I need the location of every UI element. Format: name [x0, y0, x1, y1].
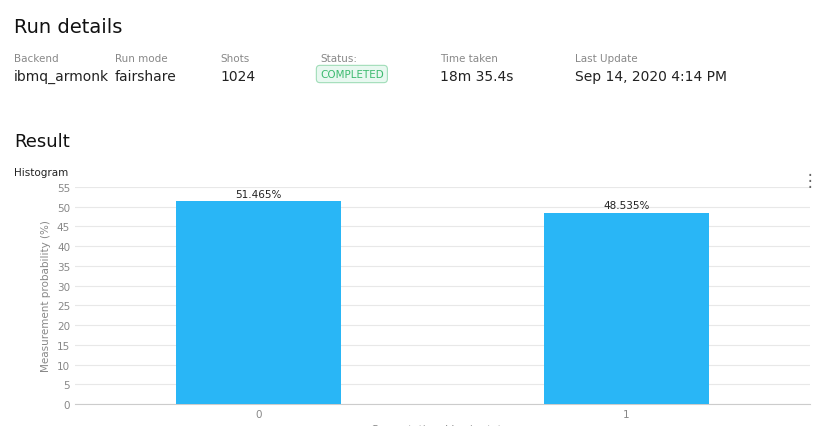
Text: Shots: Shots: [220, 54, 249, 64]
Text: fairshare: fairshare: [115, 70, 177, 84]
Text: 51.465%: 51.465%: [236, 189, 282, 199]
Text: Last Update: Last Update: [575, 54, 637, 64]
X-axis label: Computational basis states: Computational basis states: [371, 424, 514, 426]
Text: 1024: 1024: [220, 70, 255, 84]
Text: ⋮: ⋮: [802, 172, 818, 190]
Text: 18m 35.4s: 18m 35.4s: [440, 70, 514, 84]
Text: Time taken: Time taken: [440, 54, 498, 64]
Text: 48.535%: 48.535%: [603, 201, 649, 210]
Text: Sep 14, 2020 4:14 PM: Sep 14, 2020 4:14 PM: [575, 70, 727, 84]
Text: Result: Result: [14, 132, 70, 151]
Text: COMPLETED: COMPLETED: [320, 70, 383, 80]
Text: Histogram: Histogram: [14, 167, 68, 178]
Bar: [176, 201, 341, 404]
Text: Status:: Status:: [320, 54, 357, 64]
Text: Backend: Backend: [14, 54, 59, 64]
Text: Run details: Run details: [14, 18, 122, 37]
Y-axis label: Measurement probability (%): Measurement probability (%): [42, 220, 51, 371]
Bar: [544, 213, 709, 404]
Text: Run mode: Run mode: [115, 54, 168, 64]
Text: ibmq_armonk: ibmq_armonk: [14, 70, 109, 84]
